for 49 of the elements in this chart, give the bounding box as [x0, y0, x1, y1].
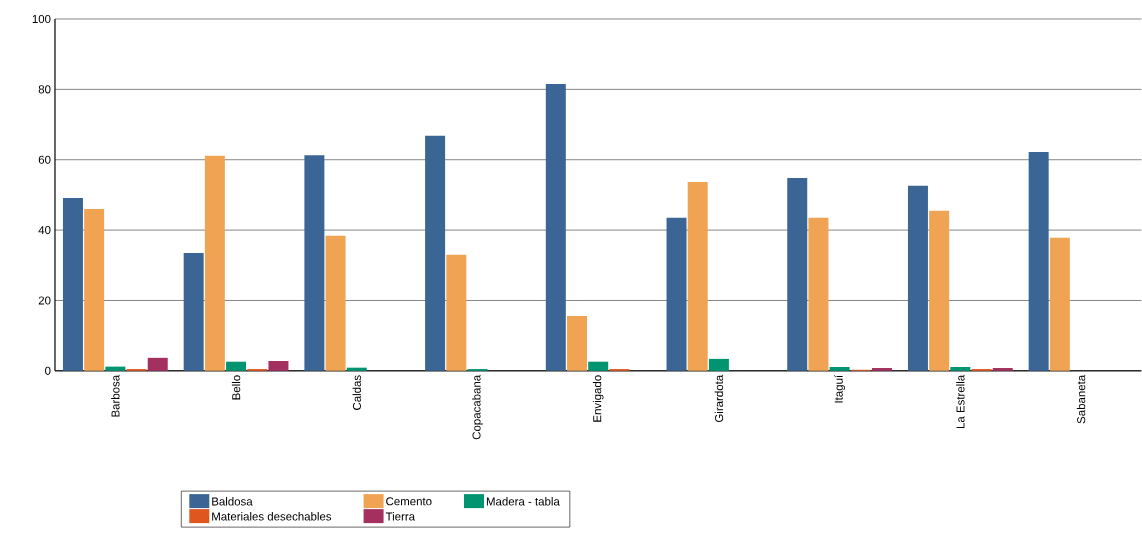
- x-tick-label: Copacabana: [472, 374, 483, 440]
- y-tick-label: 60: [38, 155, 51, 164]
- x-tick-label: Girardota: [714, 374, 724, 423]
- bar: [325, 235, 346, 371]
- x-tick-label: Envigado: [592, 375, 604, 422]
- x-tick-label: Sabaneta: [1076, 374, 1086, 424]
- bar: [204, 155, 225, 371]
- bar: [62, 198, 83, 371]
- legend-label: Tierra: [385, 512, 416, 521]
- x-tick-label: Caldas: [352, 375, 361, 411]
- legend-label: Baldosa: [212, 497, 253, 506]
- bar: [183, 253, 204, 371]
- bar: [907, 185, 928, 371]
- y-tick-label: 80: [38, 85, 51, 94]
- bar: [268, 361, 289, 371]
- x-tick-label: Bello: [231, 375, 241, 400]
- bar: [545, 84, 566, 371]
- bar: [950, 367, 971, 371]
- bar: [666, 217, 687, 371]
- bar: [425, 135, 446, 371]
- y-tick-label: 40: [38, 226, 51, 235]
- bar: [84, 209, 105, 371]
- legend-label: Materiales desechables: [212, 512, 332, 521]
- y-tick-label: 0: [45, 366, 51, 375]
- bar: [687, 182, 708, 371]
- bar: [929, 210, 950, 371]
- bar: [147, 357, 168, 371]
- x-tick-label: La Estrella: [956, 374, 965, 429]
- bar: [992, 368, 1013, 371]
- bar: [304, 155, 325, 371]
- bar: [105, 366, 126, 371]
- y-tick-label: 20: [38, 296, 51, 305]
- x-tick-label: Itaguí: [834, 375, 846, 403]
- legend-label: Madera - tabla: [486, 497, 560, 506]
- bar: [829, 367, 850, 371]
- legend-label: Cemento: [386, 497, 432, 506]
- bar: [787, 178, 808, 371]
- bar: [808, 217, 829, 371]
- bar: [1028, 152, 1049, 371]
- y-tick-label: 100: [32, 15, 51, 24]
- bar: [872, 368, 893, 371]
- bar: [346, 367, 367, 371]
- bar: [588, 361, 609, 371]
- bar: [708, 358, 729, 371]
- bar: [226, 361, 247, 371]
- bar: [446, 254, 467, 371]
- bar: [1049, 237, 1070, 371]
- bar: [567, 316, 587, 371]
- x-tick-label: Barbosa: [111, 374, 120, 417]
